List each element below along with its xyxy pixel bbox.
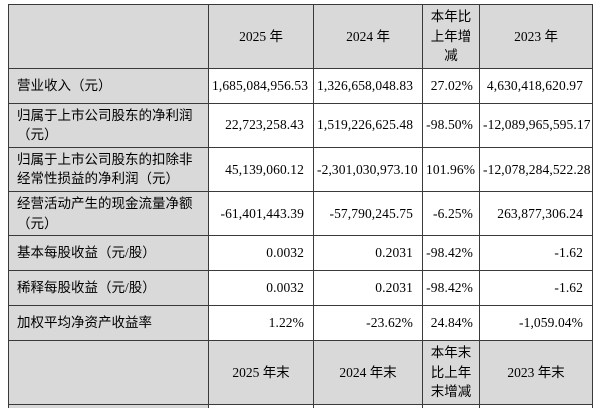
column-header-2025: 2025 年 bbox=[208, 4, 314, 69]
table-row-weighted-avg-roe: 加权平均净资产收益率 1.22% -23.62% 24.84% -1,059.0… bbox=[8, 305, 593, 342]
row-label: 总资产（元） bbox=[8, 403, 209, 408]
cell-value: -98.42% bbox=[422, 270, 480, 307]
cell-value: 263,877,306.24 bbox=[479, 190, 593, 237]
row-label: 归属于上市公司股东的净利润（元） bbox=[8, 102, 209, 148]
header-empty-cell bbox=[8, 4, 209, 69]
cell-value: 4,630,418,620.97 bbox=[479, 67, 593, 104]
cell-value: 7,637,311,208.71 bbox=[479, 403, 593, 408]
cell-value: -12,089,965,595.17 bbox=[479, 102, 593, 148]
row-label: 稀释每股收益（元/股） bbox=[8, 270, 209, 307]
cell-value: 1,519,226,625.48 bbox=[313, 102, 423, 148]
cell-value: -98.50% bbox=[422, 102, 480, 148]
table-row-net-profit: 归属于上市公司股东的净利润（元） 22,723,258.43 1,519,226… bbox=[8, 102, 593, 148]
cell-value: 24.84% bbox=[422, 305, 480, 342]
row-label: 归属于上市公司股东的扣除非经常性损益的净利润（元） bbox=[8, 146, 209, 192]
cell-value: -2.94% bbox=[422, 403, 480, 408]
cell-value: -12,078,284,522.28 bbox=[479, 146, 593, 192]
column-header-2023-end: 2023 年末 bbox=[479, 340, 593, 405]
column-header-yoy-change: 本年比上年增减 bbox=[422, 4, 480, 69]
cell-value: -57,790,245.75 bbox=[313, 190, 423, 237]
table-row-diluted-eps: 稀释每股收益（元/股） 0.0032 0.2031 -98.42% -1.62 bbox=[8, 270, 593, 307]
cell-value: 1,326,658,048.83 bbox=[313, 67, 423, 104]
financial-summary-table: 2025 年 2024 年 本年比上年增减 2023 年 营业收入（元） 1,6… bbox=[8, 4, 593, 408]
cell-value: 2,526,116,420.65 bbox=[208, 403, 314, 408]
cell-value: -1.62 bbox=[479, 235, 593, 272]
column-header-2024: 2024 年 bbox=[313, 4, 423, 69]
cell-value: 27.02% bbox=[422, 67, 480, 104]
column-header-2024-end: 2024 年末 bbox=[313, 340, 423, 405]
cell-value: 0.2031 bbox=[313, 270, 423, 307]
table-row-operating-cash-flow: 经营活动产生的现金流量净额（元） -61,401,443.39 -57,790,… bbox=[8, 190, 593, 237]
cell-value: -23.62% bbox=[313, 305, 423, 342]
row-label: 营业收入（元） bbox=[8, 67, 209, 104]
cell-value: -1,059.04% bbox=[479, 305, 593, 342]
cell-value: 22,723,258.43 bbox=[208, 102, 314, 148]
cell-value: 101.96% bbox=[422, 146, 480, 192]
cell-value: 0.2031 bbox=[313, 235, 423, 272]
period-end-header-row: 2025 年末 2024 年末 本年末比上年末增减 2023 年末 bbox=[8, 340, 593, 405]
cell-value: 1.22% bbox=[208, 305, 314, 342]
cell-value: -98.42% bbox=[422, 235, 480, 272]
cell-value: 45,139,060.12 bbox=[208, 146, 314, 192]
table-row-total-assets: 总资产（元） 2,526,116,420.65 2,602,564,682.81… bbox=[8, 403, 593, 408]
header-empty-cell bbox=[8, 340, 209, 405]
row-label: 加权平均净资产收益率 bbox=[8, 305, 209, 342]
row-label: 基本每股收益（元/股） bbox=[8, 235, 209, 272]
cell-value: -2,301,030,973.10 bbox=[313, 146, 423, 192]
cell-value: 1,685,084,956.53 bbox=[208, 67, 314, 104]
table-row-net-profit-excl-nonrecurring: 归属于上市公司股东的扣除非经常性损益的净利润（元） 45,139,060.12 … bbox=[8, 146, 593, 192]
cell-value: 2,602,564,682.81 bbox=[313, 403, 423, 408]
column-header-2025-end: 2025 年末 bbox=[208, 340, 314, 405]
cell-value: -1.62 bbox=[479, 270, 593, 307]
row-label: 经营活动产生的现金流量净额（元） bbox=[8, 190, 209, 237]
column-header-2023: 2023 年 bbox=[479, 4, 593, 69]
cell-value: -6.25% bbox=[422, 190, 480, 237]
table-row-basic-eps: 基本每股收益（元/股） 0.0032 0.2031 -98.42% -1.62 bbox=[8, 235, 593, 272]
table-row-revenue: 营业收入（元） 1,685,084,956.53 1,326,658,048.8… bbox=[8, 67, 593, 104]
period-header-row: 2025 年 2024 年 本年比上年增减 2023 年 bbox=[8, 4, 593, 69]
cell-value: 0.0032 bbox=[208, 235, 314, 272]
cell-value: -61,401,443.39 bbox=[208, 190, 314, 237]
cell-value: 0.0032 bbox=[208, 270, 314, 307]
column-header-end-yoy-change: 本年末比上年末增减 bbox=[422, 340, 480, 405]
